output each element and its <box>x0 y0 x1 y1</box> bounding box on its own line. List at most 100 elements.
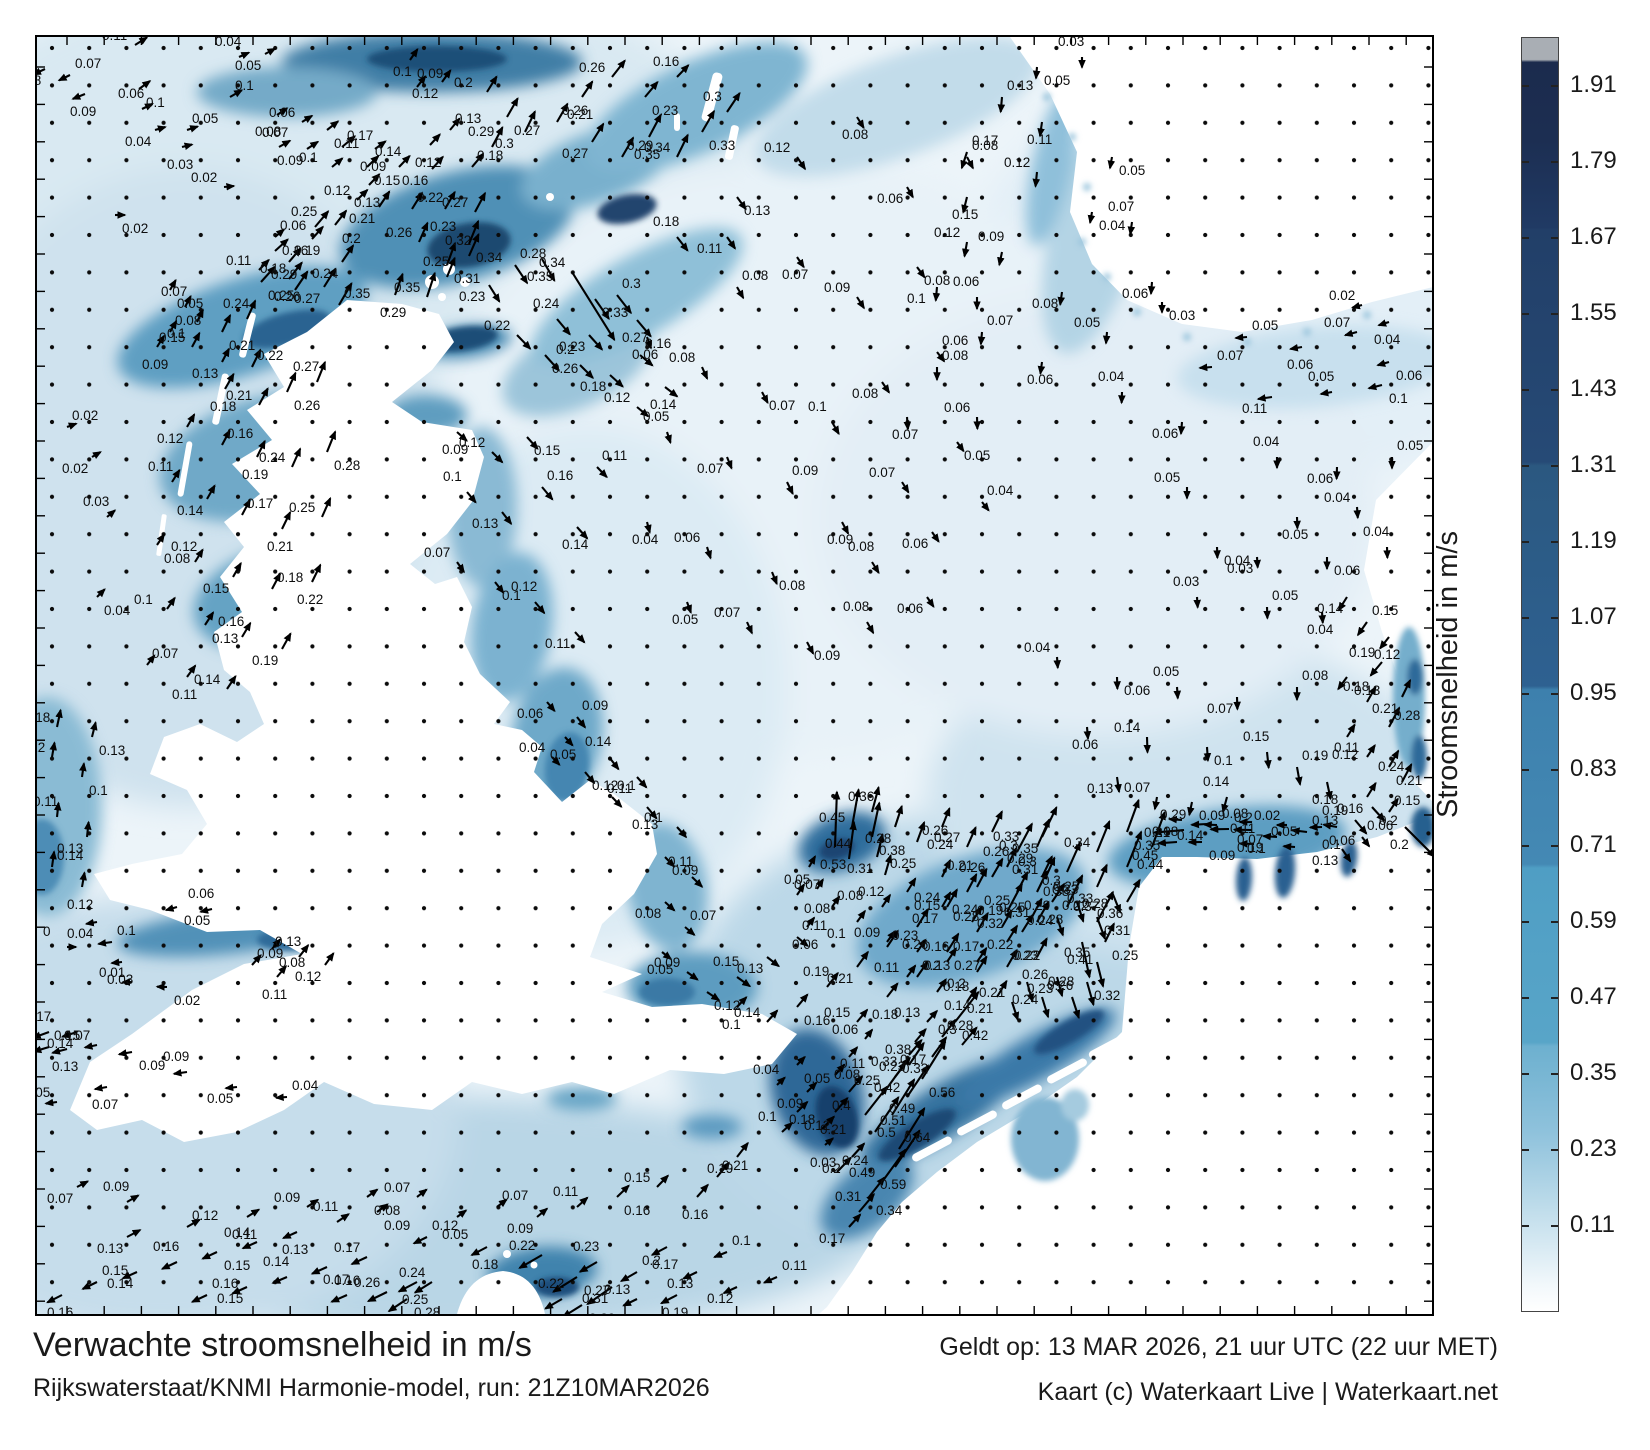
svg-text:0.11: 0.11 <box>1334 740 1359 755</box>
svg-text:0.15: 0.15 <box>1372 603 1398 618</box>
svg-text:0.13: 0.13 <box>1312 813 1338 828</box>
svg-text:0.05: 0.05 <box>1044 73 1070 88</box>
colorbar-tick <box>1522 389 1529 391</box>
svg-text:0.12: 0.12 <box>934 225 960 240</box>
svg-text:0.25: 0.25 <box>984 893 1010 908</box>
colorbar-axis-label-text: Stroomsnelheid in m/s <box>1431 531 1464 818</box>
svg-text:0: 0 <box>43 924 51 939</box>
svg-text:0.06: 0.06 <box>953 274 979 289</box>
svg-text:0.17: 0.17 <box>972 133 998 148</box>
svg-text:0.13: 0.13 <box>1312 853 1338 868</box>
svg-text:0.05: 0.05 <box>177 296 203 311</box>
svg-text:0.05: 0.05 <box>550 747 576 762</box>
svg-text:0.07: 0.07 <box>47 1191 73 1206</box>
svg-text:0.22: 0.22 <box>509 1238 535 1253</box>
svg-text:0.05: 0.05 <box>235 58 261 73</box>
svg-text:0.07: 0.07 <box>1108 199 1134 214</box>
svg-text:0.17: 0.17 <box>652 1257 678 1272</box>
svg-text:0.32: 0.32 <box>977 916 1003 931</box>
svg-text:0.13: 0.13 <box>894 1005 920 1020</box>
svg-text:0.29: 0.29 <box>1024 898 1050 913</box>
svg-text:0.16: 0.16 <box>645 336 671 351</box>
svg-text:0.11: 0.11 <box>697 241 722 256</box>
svg-text:0.11: 0.11 <box>782 1258 807 1273</box>
svg-text:0.28: 0.28 <box>1048 974 1074 989</box>
svg-text:0.22: 0.22 <box>1062 898 1088 913</box>
svg-text:0.28: 0.28 <box>1394 708 1420 723</box>
svg-text:0.08: 0.08 <box>843 599 869 614</box>
svg-text:0.13: 0.13 <box>604 1282 630 1297</box>
svg-text:0.34: 0.34 <box>476 250 503 265</box>
svg-text:0.23: 0.23 <box>1012 948 1038 963</box>
colorbar-tick <box>1522 693 1529 695</box>
svg-text:0.07: 0.07 <box>987 313 1013 328</box>
svg-text:0.16: 0.16 <box>804 1013 830 1028</box>
colorbar-tick <box>1522 465 1529 467</box>
svg-text:0.03: 0.03 <box>1058 37 1084 49</box>
svg-text:0.22: 0.22 <box>484 318 510 333</box>
svg-text:0.13: 0.13 <box>737 961 763 976</box>
svg-text:0.17: 0.17 <box>900 1052 926 1067</box>
svg-text:0.34: 0.34 <box>644 140 671 155</box>
svg-text:0.05: 0.05 <box>184 913 210 928</box>
svg-text:0.27: 0.27 <box>514 123 540 138</box>
svg-text:0.06: 0.06 <box>897 601 923 616</box>
svg-text:0.19: 0.19 <box>707 1161 733 1176</box>
svg-text:0.11: 0.11 <box>607 781 632 796</box>
svg-text:0.28: 0.28 <box>1037 912 1063 927</box>
svg-text:0.1: 0.1 <box>134 592 153 607</box>
svg-text:0.24: 0.24 <box>259 450 286 465</box>
current-value-labels: 0.080.070.090.110.10.060.040.050.030.020… <box>37 37 1423 1314</box>
svg-text:0.07: 0.07 <box>92 1097 118 1112</box>
svg-text:0.2: 0.2 <box>1234 810 1253 825</box>
colorbar-tick <box>1551 921 1558 923</box>
svg-text:0.09: 0.09 <box>814 648 840 663</box>
svg-text:0.18: 0.18 <box>472 1257 498 1272</box>
svg-text:0.06: 0.06 <box>877 191 903 206</box>
svg-text:0.23: 0.23 <box>1027 981 1053 996</box>
svg-text:0.1: 0.1 <box>1247 841 1266 856</box>
svg-text:0.28: 0.28 <box>1082 896 1108 911</box>
svg-text:0.28: 0.28 <box>414 1305 440 1314</box>
svg-text:0.12: 0.12 <box>764 140 790 155</box>
svg-text:0.25: 0.25 <box>402 1292 428 1307</box>
svg-text:0.35: 0.35 <box>394 280 420 295</box>
svg-text:0.06: 0.06 <box>1307 471 1333 486</box>
svg-text:0.04: 0.04 <box>1363 524 1390 539</box>
svg-text:0.22: 0.22 <box>987 937 1013 952</box>
svg-text:0.04: 0.04 <box>1253 434 1280 449</box>
svg-text:0.1: 0.1 <box>827 926 846 941</box>
svg-text:0.18: 0.18 <box>653 214 679 229</box>
svg-text:0.22: 0.22 <box>538 1276 564 1291</box>
svg-text:0.05: 0.05 <box>804 1071 830 1086</box>
svg-text:0.09: 0.09 <box>582 698 608 713</box>
svg-text:0.17: 0.17 <box>323 1272 349 1287</box>
svg-text:0.19: 0.19 <box>242 467 268 482</box>
svg-text:0.19: 0.19 <box>1349 645 1375 660</box>
svg-text:0.02: 0.02 <box>1329 288 1355 303</box>
svg-text:0.23: 0.23 <box>879 1059 905 1074</box>
svg-text:0.09: 0.09 <box>277 153 303 168</box>
svg-text:0.09: 0.09 <box>103 1179 129 1194</box>
svg-text:0.32: 0.32 <box>1094 988 1120 1003</box>
svg-text:0.06: 0.06 <box>1396 368 1422 383</box>
svg-text:0.02: 0.02 <box>1254 808 1280 823</box>
svg-text:0.14: 0.14 <box>47 1036 74 1051</box>
svg-text:0.11: 0.11 <box>668 854 693 869</box>
colorbar-tick <box>1522 769 1529 771</box>
svg-text:0.1: 0.1 <box>732 1233 751 1248</box>
svg-text:0.33: 0.33 <box>902 1061 928 1076</box>
svg-text:0.05: 0.05 <box>1153 664 1179 679</box>
svg-text:0.08: 0.08 <box>1222 806 1248 821</box>
svg-text:0.22: 0.22 <box>417 190 443 205</box>
svg-text:0.08: 0.08 <box>924 273 950 288</box>
svg-text:0.42: 0.42 <box>874 1080 900 1095</box>
svg-text:0.04: 0.04 <box>1307 622 1334 637</box>
svg-text:0.1: 0.1 <box>502 588 521 603</box>
svg-text:0.27: 0.27 <box>584 1283 610 1298</box>
colorbar-tick-label: 0.11 <box>1570 1211 1615 1238</box>
svg-text:0.11: 0.11 <box>1242 401 1267 416</box>
svg-text:0.19: 0.19 <box>252 653 278 668</box>
svg-text:0.12: 0.12 <box>707 1291 733 1306</box>
